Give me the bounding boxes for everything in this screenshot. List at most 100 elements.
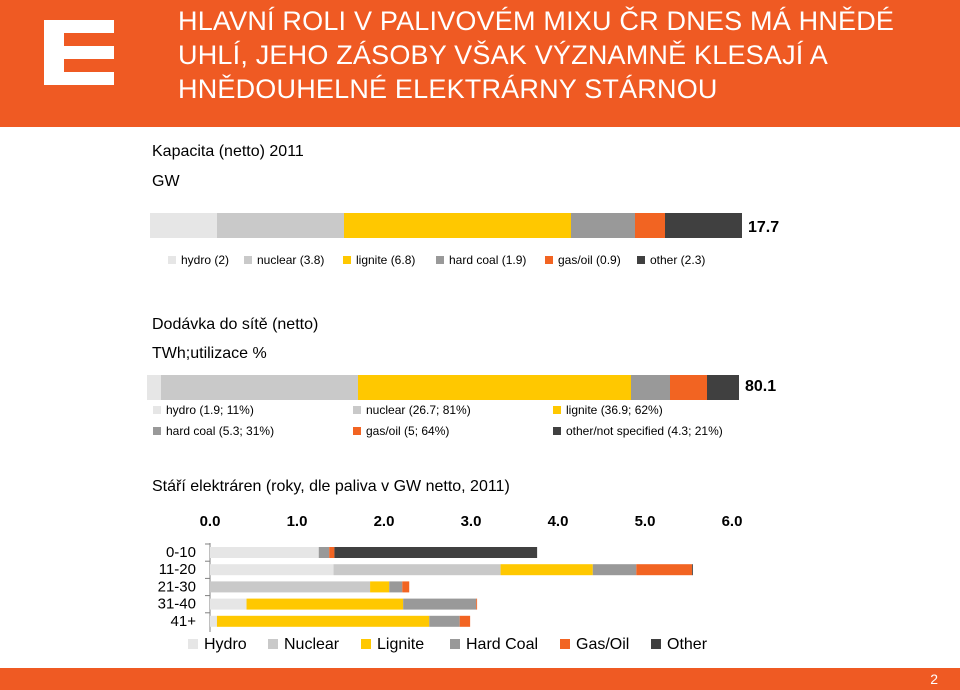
bar-segment-lignite [370, 581, 390, 593]
legend-label: Gas/Oil [576, 636, 630, 653]
legend-item-hydro: Hydro [188, 636, 247, 654]
legend-item-nuclear: nuclear (3.8) [244, 253, 324, 267]
legend-item-hydro: hydro (1.9; 11%) [153, 403, 254, 417]
title-line: UHLÍ, JEHO ZÁSOBY VŠAK VÝZNAMNĚ KLESAJÍ … [178, 40, 828, 70]
legend-swatch [651, 639, 661, 649]
legend-swatch [361, 639, 371, 649]
page-title: HLAVNÍ ROLI V PALIVOVÉM MIXU ČR DNES MÁ … [178, 4, 938, 106]
bar-segment-hard-coal [631, 375, 671, 400]
legend-item-nuclear: Nuclear [268, 636, 339, 654]
bar-segment-hydro [210, 615, 217, 627]
bar-segment-other [691, 564, 693, 576]
bar-segment-nuclear [161, 375, 359, 400]
legend-swatch [168, 256, 176, 264]
bar-segment-lignite [216, 615, 430, 627]
bar-segment-nuclear [210, 581, 371, 593]
legend-label: hydro (2) [181, 253, 230, 267]
legend-item-gas-oil: gas/oil (5; 64%) [353, 424, 449, 438]
legend-item-hydro: hydro (2) [168, 253, 229, 267]
bar-segment-lignite [246, 598, 404, 610]
legend-item-other: Other [651, 636, 707, 654]
x-tick-label: 0.0 [200, 513, 221, 530]
bar-segment-gas-oil [476, 598, 478, 610]
title-line: HNĚDOUHELNÉ ELEKTRÁRNY STÁRNOU [178, 74, 718, 104]
legend-label: other/not specified (4.3; 21%) [566, 424, 723, 438]
bar-segment-hydro [210, 598, 247, 610]
bar-segment-hydro [147, 375, 162, 400]
legend-swatch [343, 256, 351, 264]
bar-segment-gas-oil [670, 375, 708, 400]
bar-segment-gas-oil [459, 615, 471, 627]
legend-swatch [188, 639, 198, 649]
bar-segment-hard-coal [403, 598, 477, 610]
legend-item-nuclear: nuclear (26.7; 81%) [353, 403, 471, 417]
bar-segment-gas-oil [329, 547, 335, 558]
legend-swatch [637, 256, 645, 264]
x-tick-label: 5.0 [635, 513, 656, 530]
footer-bar: 2 [0, 668, 960, 690]
legend-label: lignite (36.9; 62%) [566, 403, 663, 417]
legend-item-lignite: lignite (6.8) [343, 253, 415, 267]
capacity-chart-unit: GW [152, 173, 180, 190]
bar-segment-hard-coal [389, 581, 403, 593]
bar-segment-hard-coal [318, 547, 330, 558]
legend-label: Nuclear [284, 636, 340, 653]
legend-item-gas-oil: gas/oil (0.9) [545, 253, 621, 267]
legend-swatch [553, 427, 561, 435]
legend-label: nuclear (26.7; 81%) [366, 403, 471, 417]
legend-label: Lignite [377, 636, 425, 653]
legend-swatch [268, 639, 278, 649]
legend-label: gas/oil (5; 64%) [366, 424, 450, 438]
bar-segment-gas-oil [636, 564, 692, 576]
legend-swatch [353, 406, 361, 414]
bar-segment-hydro [150, 213, 217, 238]
x-tick-label: 1.0 [287, 513, 308, 530]
bar-segment-other [665, 213, 742, 238]
x-tick-label: 2.0 [374, 513, 395, 530]
legend-label: lignite (6.8) [356, 253, 416, 267]
legend-label: hydro (1.9; 11%) [166, 403, 254, 417]
legend-label: Other [667, 636, 708, 653]
bar-segment-hard-coal [571, 213, 635, 238]
legend-label: gas/oil (0.9) [558, 253, 621, 267]
capacity-chart-title: Kapacita (netto) 2011 [152, 143, 304, 160]
legend-label: Hard Coal [466, 636, 539, 653]
x-tick-label: 4.0 [548, 513, 569, 530]
category-label: 31-40 [158, 596, 196, 613]
legend-swatch [153, 406, 161, 414]
legend-swatch [436, 256, 444, 264]
bar-segment-other [334, 547, 538, 558]
bar-segment-gas-oil [634, 213, 666, 238]
category-label: 11-20 [159, 561, 196, 578]
legend-item-hard-coal: hard coal (1.9) [436, 253, 526, 267]
bar-segment-hydro [210, 564, 334, 576]
legend-swatch [545, 256, 553, 264]
legend-swatch [353, 427, 361, 435]
supply-chart-title: Dodávka do sítě (netto) [152, 316, 319, 333]
bar-segment-hydro [210, 547, 319, 558]
bar-segment-other [707, 375, 739, 400]
legend-item-other: other/not specified (4.3; 21%) [553, 424, 723, 438]
legend-swatch [560, 639, 570, 649]
x-tick-label: 3.0 [461, 513, 482, 530]
legend-item-lignite: lignite (36.9; 62%) [553, 403, 663, 417]
bar-segment-lignite [500, 564, 593, 576]
cez-logo-icon [44, 20, 114, 85]
bar-segment-nuclear [216, 213, 344, 238]
legend-label: nuclear (3.8) [257, 253, 325, 267]
bar-segment-hard-coal [429, 615, 460, 627]
legend-swatch [450, 639, 460, 649]
legend-item-lignite: Lignite [361, 636, 424, 654]
capacity-total: 17.7 [748, 219, 780, 236]
legend-item-hard-coal: hard coal (5.3; 31%) [153, 424, 274, 438]
bar-segment-gas-oil [402, 581, 410, 593]
title-line: HLAVNÍ ROLI V PALIVOVÉM MIXU ČR DNES MÁ … [178, 6, 895, 36]
legend-label: hard coal (1.9) [449, 253, 527, 267]
bar-segment-lignite [358, 375, 632, 400]
legend-swatch [153, 427, 161, 435]
category-label: 21-30 [158, 578, 196, 595]
supply-total: 80.1 [745, 378, 777, 395]
legend-item-hard-coal: Hard Coal [450, 636, 538, 654]
legend-item-other: other (2.3) [637, 253, 705, 267]
header-bar: HLAVNÍ ROLI V PALIVOVÉM MIXU ČR DNES MÁ … [0, 0, 960, 127]
